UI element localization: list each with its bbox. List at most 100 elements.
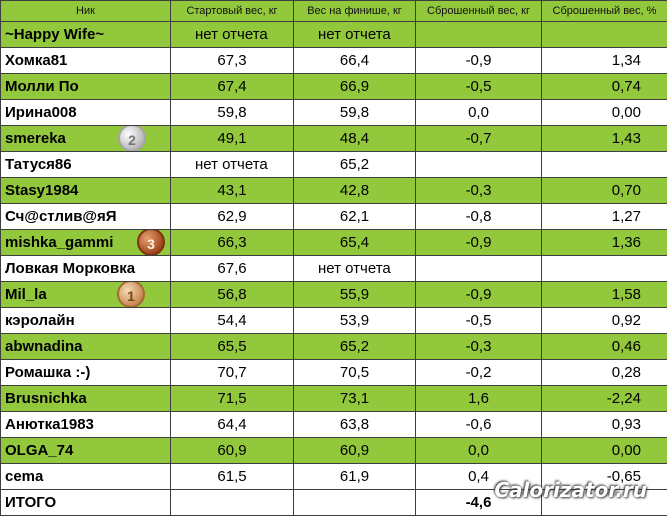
nick-text: mishka_gammi — [5, 234, 113, 251]
cell-lost-kg: -0,6 — [416, 412, 542, 438]
cell-nick: Ирина008 — [1, 100, 171, 126]
nick-text: ~Happy Wife~ — [5, 26, 104, 43]
col-header-lost-pct: Сброшенный вес, % — [542, 1, 667, 22]
cell-start-weight: 43,1 — [171, 178, 294, 204]
cell-lost-pct: 0,93 — [542, 412, 667, 438]
cell-finish-weight: 60,9 — [294, 438, 416, 464]
cell-lost-kg: -0,9 — [416, 230, 542, 256]
cell-nick: Mil_la 1 — [1, 282, 171, 308]
cell-start-weight: 66,3 — [171, 230, 294, 256]
nick-text: сema — [5, 468, 43, 485]
cell-finish-weight: 59,8 — [294, 100, 416, 126]
cell-nick: Анютка1983 — [1, 412, 171, 438]
nick-text: Ирина008 — [5, 104, 77, 121]
cell-lost-kg: -0,8 — [416, 204, 542, 230]
nick-text: Mil_la — [5, 286, 47, 303]
nick-text: Brusnichka — [5, 390, 87, 407]
cell-lost-pct: -2,24 — [542, 386, 667, 412]
cell-finish-weight: 42,8 — [294, 178, 416, 204]
cell-start-weight: 62,9 — [171, 204, 294, 230]
cell-start-weight: 60,9 — [171, 438, 294, 464]
cell-lost-pct — [542, 256, 667, 282]
cell-start-weight: 54,4 — [171, 308, 294, 334]
cell-lost-kg — [416, 152, 542, 178]
cell-start-weight: 70,7 — [171, 360, 294, 386]
cell-lost-pct — [542, 22, 667, 48]
cell-nick: Ловкая Морковка — [1, 256, 171, 282]
cell-lost-pct: 0,74 — [542, 74, 667, 100]
cell-nick: OLGA_74 — [1, 438, 171, 464]
cell-lost-kg: -0,3 — [416, 334, 542, 360]
cell-lost-pct: 1,27 — [542, 204, 667, 230]
watermark: Calorizator.ru — [494, 478, 647, 502]
cell-lost-kg: -0,3 — [416, 178, 542, 204]
cell-lost-pct: 1,58 — [542, 282, 667, 308]
cell-lost-kg: -0,2 — [416, 360, 542, 386]
medal-2-icon: 2 — [118, 126, 146, 152]
cell-finish-weight: 73,1 — [294, 386, 416, 412]
cell-finish-weight: 65,2 — [294, 152, 416, 178]
cell-finish-weight: 70,5 — [294, 360, 416, 386]
cell-lost-pct: 1,43 — [542, 126, 667, 152]
cell-lost-pct: 0,28 — [542, 360, 667, 386]
cell-lost-pct: 0,00 — [542, 438, 667, 464]
nick-text: Ловкая Морковка — [5, 260, 135, 277]
cell-finish-weight: нет отчета — [294, 256, 416, 282]
cell-finish-weight: 55,9 — [294, 282, 416, 308]
col-header-nick: Ник — [1, 1, 171, 22]
cell-finish-weight: 62,1 — [294, 204, 416, 230]
cell-nick: Хомка81 — [1, 48, 171, 74]
nick-text: Stasy1984 — [5, 182, 78, 199]
col-header-lost-kg: Сброшенный вес, кг — [416, 1, 542, 22]
cell-finish-weight: 65,2 — [294, 334, 416, 360]
cell-lost-kg: -0,9 — [416, 48, 542, 74]
cell-nick: кэролайн — [1, 308, 171, 334]
cell-lost-kg: 0,0 — [416, 100, 542, 126]
cell-lost-pct — [542, 152, 667, 178]
nick-text: Сч@стлив@яЯ — [5, 208, 117, 225]
cell-nick: Молли По — [1, 74, 171, 100]
cell-start-weight: 59,8 — [171, 100, 294, 126]
cell-nick: ~Happy Wife~ — [1, 22, 171, 48]
cell-nick: Brusnichka — [1, 386, 171, 412]
cell-nick: Stasy1984 — [1, 178, 171, 204]
nick-text: Хомка81 — [5, 52, 67, 69]
cell-finish-weight: 66,9 — [294, 74, 416, 100]
nick-text: кэролайн — [5, 312, 75, 329]
cell-start-weight: 61,5 — [171, 464, 294, 490]
cell-start-weight: 65,5 — [171, 334, 294, 360]
medal-1-icon: 1 — [117, 282, 145, 308]
cell-start-weight: 64,4 — [171, 412, 294, 438]
nick-text: smereka — [5, 130, 66, 147]
nick-text: OLGA_74 — [5, 442, 73, 459]
cell-finish-weight: 61,9 — [294, 464, 416, 490]
nick-text: Анютка1983 — [5, 416, 94, 433]
col-header-start-weight: Стартовый вес, кг — [171, 1, 294, 22]
col-header-finish-weight: Вес на финише, кг — [294, 1, 416, 22]
nick-text: Татуся86 — [5, 156, 72, 173]
cell-lost-pct: 0,92 — [542, 308, 667, 334]
cell-finish-weight: 65,4 — [294, 230, 416, 256]
cell-lost-pct: 0,46 — [542, 334, 667, 360]
nick-text: Молли По — [5, 78, 79, 95]
cell-nick: Сч@стлив@яЯ — [1, 204, 171, 230]
cell-start-weight: 67,4 — [171, 74, 294, 100]
cell-finish-weight: 66,4 — [294, 48, 416, 74]
cell-lost-pct: 0,70 — [542, 178, 667, 204]
cell-start-weight: 71,5 — [171, 386, 294, 412]
cell-lost-kg: -0,7 — [416, 126, 542, 152]
cell-lost-kg: 1,6 — [416, 386, 542, 412]
nick-text: Ромашка :-) — [5, 364, 90, 381]
